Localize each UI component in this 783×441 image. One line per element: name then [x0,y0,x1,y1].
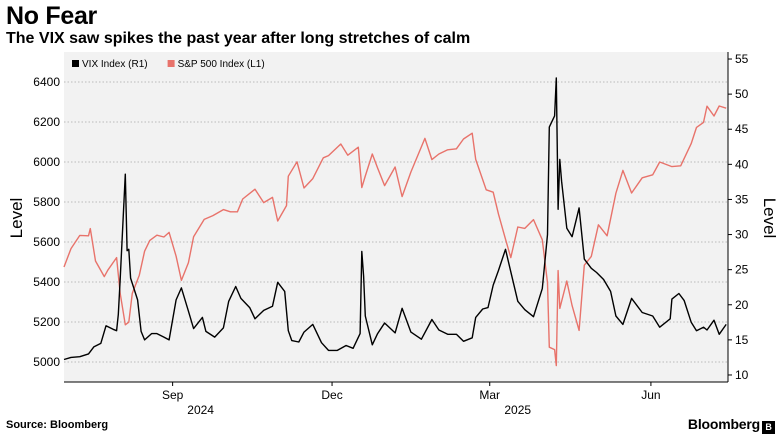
right-tick-label: 30 [735,228,749,242]
chart-subtitle: The VIX saw spikes the past year after l… [6,30,471,47]
right-tick-label: 35 [735,192,749,206]
source-note: Source: Bloomberg [6,419,109,431]
series-lines [63,77,727,367]
right-tick-label: 55 [735,52,749,66]
x-tick-label: Sep [162,388,184,402]
spx-series-line [63,105,727,367]
right-tick-label: 15 [735,333,749,347]
legend: VIX Index (R1) S&P 500 Index (L1) [72,59,265,70]
right-tick-label: 10 [735,368,749,382]
vix-series-line [63,77,727,361]
x-tick-label: Dec [321,388,342,402]
bloomberg-logo: Bloomberg B [688,416,775,434]
legend-swatch [72,60,79,67]
x-year-label: 2025 [504,403,531,417]
left-tick-label: 6000 [33,155,60,169]
left-axis-ticks: 5000 5200 5400 5600 5800 6000 6200 6400 [33,75,60,369]
plot-background [64,52,728,382]
brand-name: Bloomberg [687,416,760,432]
left-tick-label: 6400 [33,75,60,89]
left-axis-title: Level [7,198,26,239]
right-tick-label: 40 [735,157,749,171]
right-tick-label: 45 [735,122,749,136]
legend-swatch [167,60,175,67]
x-tick-label: Mar [479,388,500,402]
right-axis-ticks: 10 15 20 25 30 35 40 45 50 55 [727,52,749,382]
left-tick-label: 5400 [33,275,60,289]
left-tick-label: 5200 [33,315,60,329]
left-tick-label: 6200 [33,115,60,129]
terminal-b-icon: B [762,421,775,434]
right-tick-label: 50 [735,87,749,101]
x-tick-label: Jun [641,388,660,402]
right-tick-label: 25 [735,263,749,277]
chart-title: No Fear [6,2,97,30]
gridlines [64,81,728,363]
left-tick-label: 5000 [33,355,60,369]
left-tick-label: 5600 [33,235,60,249]
right-tick-label: 20 [735,298,749,312]
x-year-label: 2024 [187,403,214,417]
legend-label: S&P 500 Index (L1) [178,59,265,70]
left-tick-label: 5800 [33,195,60,209]
right-axis-title: Level [760,198,779,239]
legend-label: VIX Index (R1) [82,59,148,70]
